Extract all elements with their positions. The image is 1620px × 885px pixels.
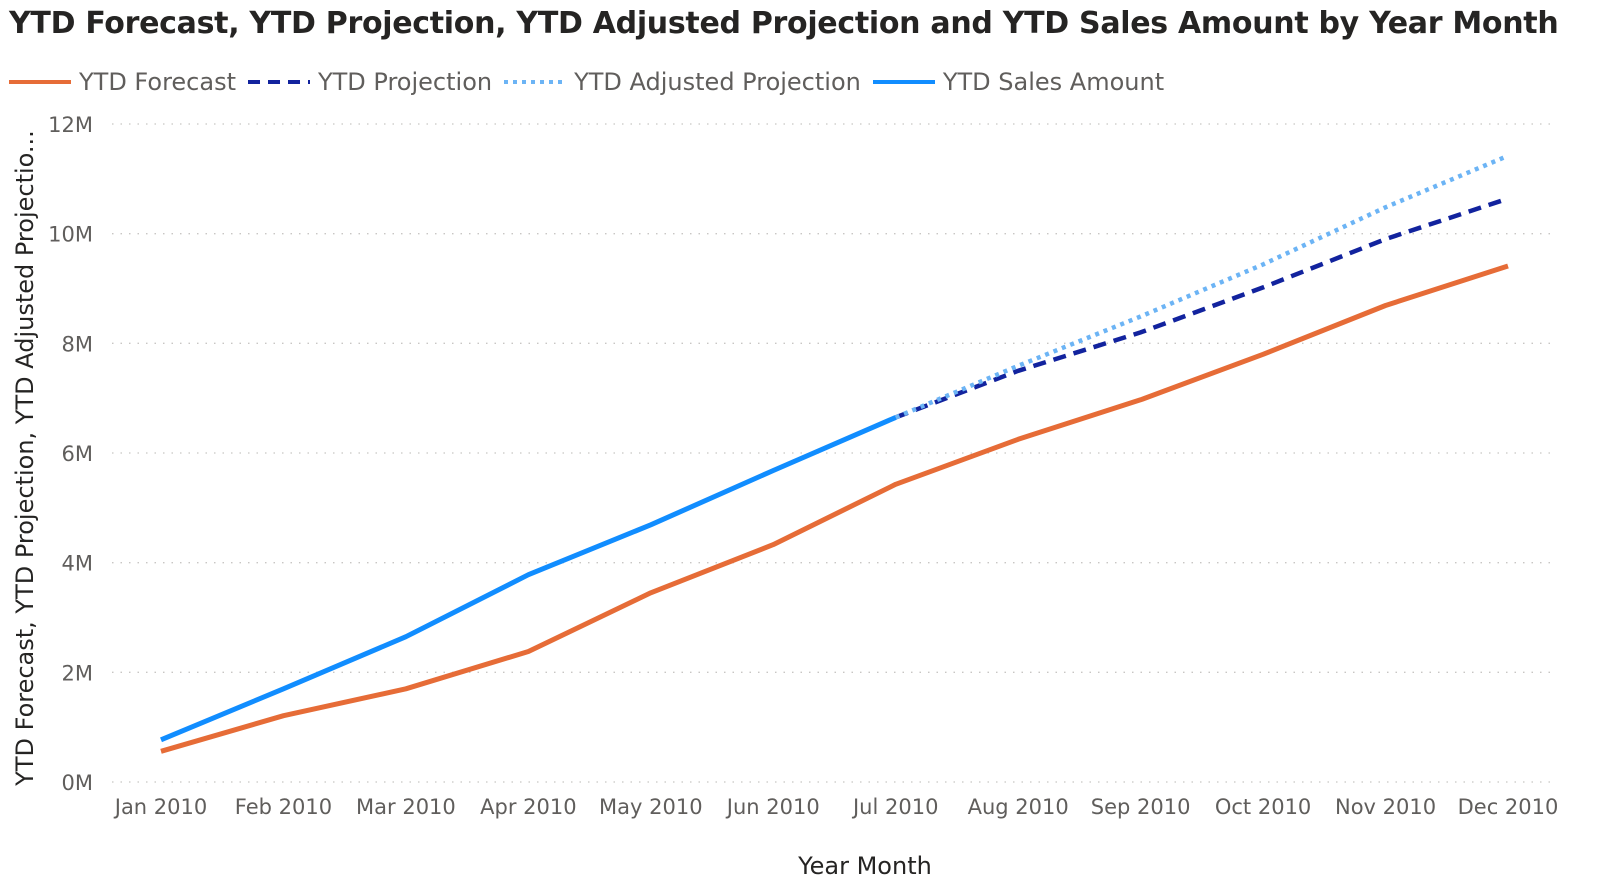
legend-swatch-ytd-sales-amount: [872, 80, 935, 84]
x-tick-label-apr-2010: Apr 2010: [480, 795, 576, 819]
x-tick-label-jan-2010: Jan 2010: [113, 795, 208, 819]
x-tick-label-sep-2010: Sep 2010: [1091, 795, 1191, 819]
legend-item-ytd-sales-amount[interactable]: YTD Sales Amount: [872, 68, 1165, 96]
y-tick-label-6m: 6M: [62, 442, 93, 466]
x-axis-ticks: Jan 2010 Feb 2010 Mar 2010 Apr 2010 May 2010…: [113, 795, 1559, 819]
x-tick-label-jun-2010: Jun 2010: [725, 795, 820, 819]
y-tick-label-4m: 4M: [62, 552, 93, 576]
x-tick-label-jul-2010: Jul 2010: [851, 795, 938, 819]
y-tick-label-10m: 10M: [48, 223, 93, 247]
legend-swatch-ytd-adjusted-projection: [504, 80, 567, 84]
x-tick-label-aug-2010: Aug 2010: [968, 795, 1069, 819]
y-tick-label-12m: 12M: [48, 113, 93, 137]
legend-swatch-ytd-projection: [247, 80, 310, 84]
chart-legend: YTD Forecast YTD Projection YTD Adjusted…: [9, 66, 1176, 98]
x-tick-label-nov-2010: Nov 2010: [1335, 795, 1436, 819]
series-line-ytd-forecast[interactable]: [160, 263, 1509, 754]
series-line-ytd-adjusted-projection[interactable]: [894, 153, 1509, 420]
legend-label-ytd-forecast: YTD Forecast: [79, 68, 236, 96]
y-axis-ticks: 0M 2M 4M 6M 8M 10M 12M: [48, 113, 93, 795]
x-tick-label-may-2010: May 2010: [599, 795, 703, 819]
x-tick-label-mar-2010: Mar 2010: [356, 795, 456, 819]
gridlines: [112, 123, 1550, 783]
y-tick-label-0m: 0M: [62, 771, 93, 795]
legend-label-ytd-adjusted-projection: YTD Adjusted Projection: [574, 68, 861, 96]
series-lines: [160, 153, 1509, 754]
series-line-ytd-projection[interactable]: [894, 196, 1509, 420]
x-tick-label-dec-2010: Dec 2010: [1458, 795, 1559, 819]
x-axis-title: Year Month: [798, 852, 932, 880]
y-tick-label-8m: 8M: [62, 332, 93, 356]
x-tick-label-oct-2010: Oct 2010: [1215, 795, 1311, 819]
series-line-ytd-sales-amount[interactable]: [160, 415, 897, 743]
x-tick-label-feb-2010: Feb 2010: [235, 795, 332, 819]
legend-label-ytd-projection: YTD Projection: [317, 68, 493, 96]
legend-item-ytd-forecast[interactable]: YTD Forecast: [9, 68, 236, 96]
legend-label-ytd-sales-amount: YTD Sales Amount: [942, 68, 1165, 96]
legend-item-ytd-projection[interactable]: YTD Projection: [247, 68, 493, 96]
chart-title: YTD Forecast, YTD Projection, YTD Adjust…: [9, 6, 1559, 41]
y-tick-label-2m: 2M: [62, 661, 93, 685]
legend-swatch-ytd-forecast: [9, 80, 71, 84]
legend-item-ytd-adjusted-projection[interactable]: YTD Adjusted Projection: [504, 68, 861, 96]
